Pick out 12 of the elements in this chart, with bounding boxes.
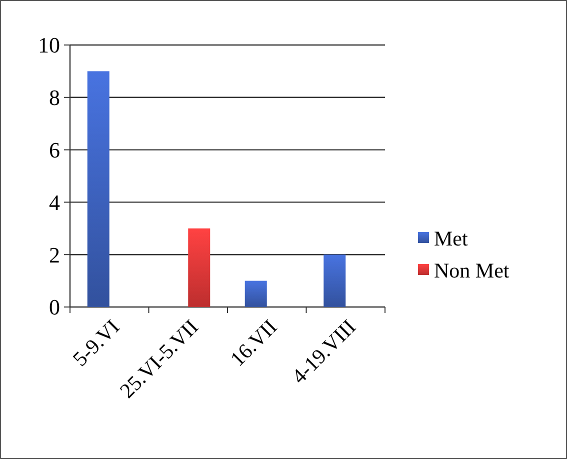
bar [87,71,110,307]
y-tick-label: 0 [49,294,60,320]
bar [324,254,346,307]
y-tick-label: 4 [49,190,60,215]
y-tick-label: 8 [49,85,60,110]
bar [188,228,210,307]
legend-label: Met [434,226,468,250]
y-tick-label: 6 [49,138,60,162]
legend-label: Non Met [434,258,510,282]
y-tick-label: 2 [49,242,60,268]
y-tick-label: 10 [38,32,60,58]
bar [244,280,267,307]
